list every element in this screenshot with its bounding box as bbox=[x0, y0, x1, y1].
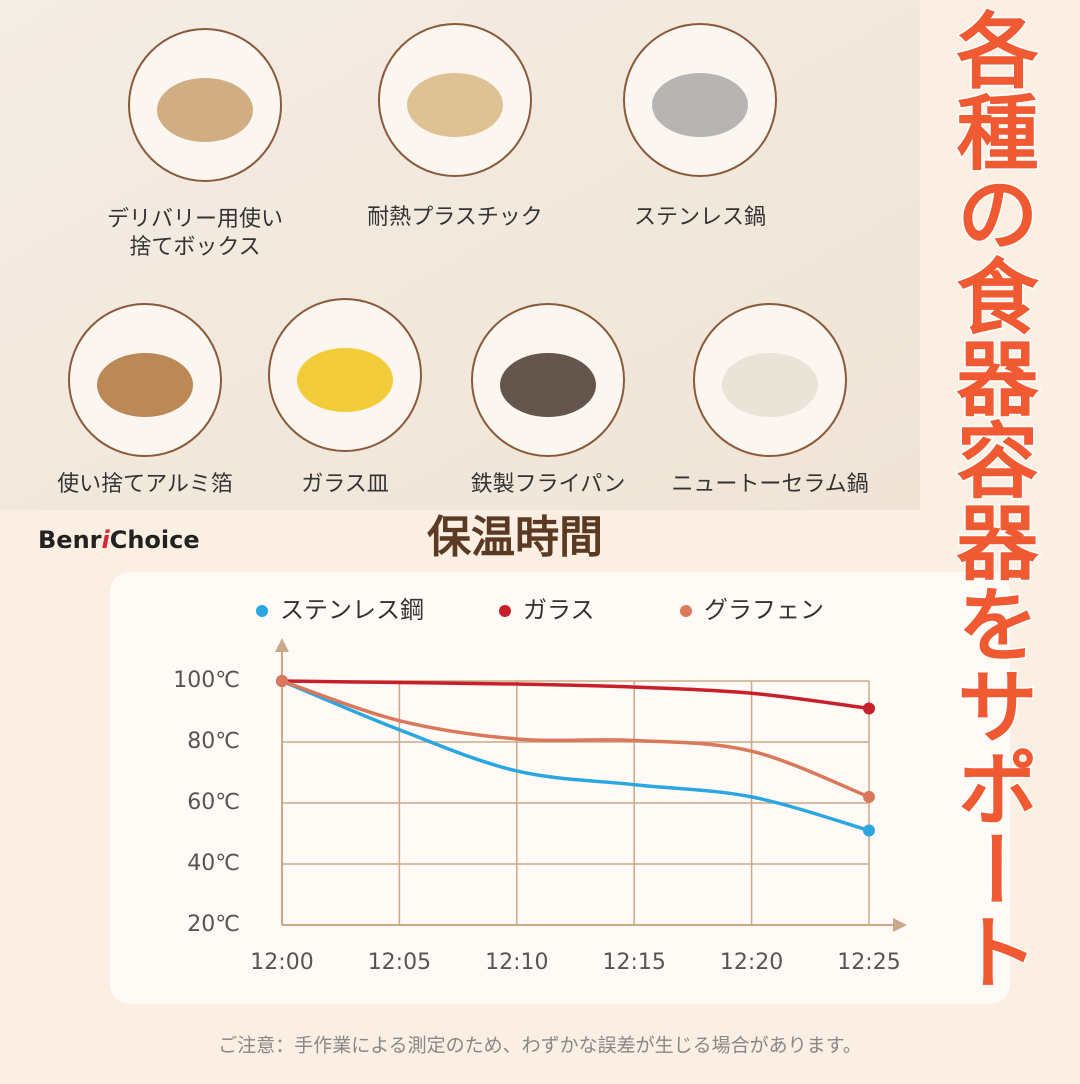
x-tick-label: 12:15 bbox=[602, 950, 665, 975]
item-image bbox=[97, 353, 193, 417]
legend-marker bbox=[680, 605, 692, 617]
x-tick-label: 12:05 bbox=[368, 950, 431, 975]
item-label: ニュートーセラム鍋 bbox=[671, 472, 868, 497]
point bbox=[863, 790, 875, 803]
item-label: 使い捨てアルミ箔 bbox=[57, 472, 233, 497]
y-tick-label: 100℃ bbox=[173, 668, 240, 693]
item-label: デリバリー用使い bbox=[107, 207, 283, 232]
item-label: 捨てボックス bbox=[129, 235, 260, 260]
side-text: 各種の食器容器をサポート bbox=[941, 7, 1039, 994]
item-image bbox=[500, 353, 596, 417]
x-tick-label: 12:10 bbox=[485, 950, 548, 975]
brand-part: i bbox=[102, 526, 111, 554]
note: ご注意：手作業による測定のため、わずかな誤差が生じる場合があります。 bbox=[218, 1035, 862, 1057]
x-axis-arrow bbox=[893, 918, 907, 932]
chart-panel bbox=[110, 572, 1010, 1004]
series-line bbox=[281, 679, 870, 799]
x-tick-label: 12:20 bbox=[720, 950, 783, 975]
x-tick-label: 12:25 bbox=[837, 950, 900, 975]
point bbox=[863, 702, 875, 715]
legend-marker bbox=[499, 605, 511, 617]
item-image bbox=[407, 73, 503, 137]
legend-label: ガラス bbox=[523, 596, 595, 624]
brand: BenriChoice bbox=[38, 526, 200, 554]
item-label: 鉄製フライパン bbox=[471, 472, 626, 497]
y-tick-label: 20℃ bbox=[187, 912, 240, 937]
point bbox=[276, 675, 288, 687]
y-tick-label: 60℃ bbox=[187, 790, 240, 815]
legend-marker bbox=[256, 605, 268, 617]
chart-title: 保温時間 bbox=[427, 512, 603, 563]
brand-part: Benr bbox=[38, 526, 102, 554]
y-tick-label: 80℃ bbox=[187, 729, 240, 754]
item-image bbox=[652, 73, 748, 137]
y-tick-label: 40℃ bbox=[187, 851, 240, 876]
series-line bbox=[281, 679, 870, 833]
legend-label: ステンレス鋼 bbox=[280, 596, 424, 624]
item-label: 耐熱プラスチック bbox=[367, 205, 543, 230]
item-image bbox=[722, 353, 818, 417]
y-axis-arrow bbox=[275, 638, 289, 652]
item-label: ガラス皿 bbox=[301, 472, 389, 497]
item-image bbox=[157, 78, 253, 142]
legend-label: グラフェン bbox=[704, 596, 824, 624]
x-tick-label: 12:00 bbox=[250, 950, 313, 975]
series-line bbox=[281, 679, 870, 711]
brand-part: Choice bbox=[110, 526, 200, 554]
item-label: ステンレス鍋 bbox=[634, 205, 766, 230]
point bbox=[863, 824, 875, 837]
item-image bbox=[297, 348, 393, 412]
